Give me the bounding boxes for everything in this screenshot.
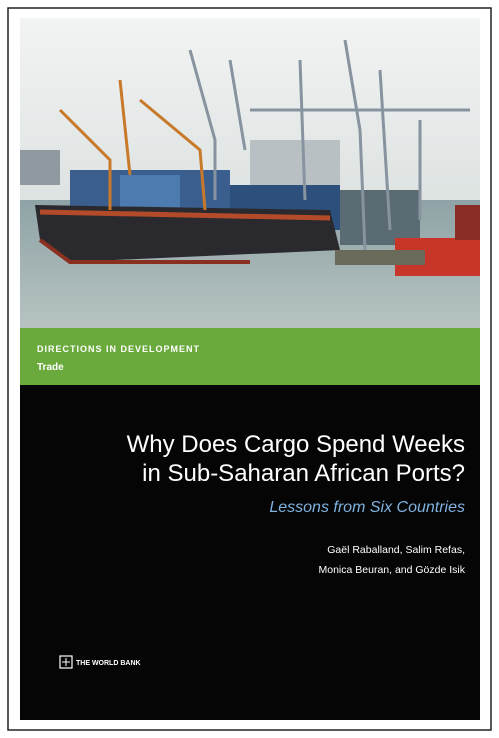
author-line: Gaël Raballand, Salim Refas, <box>327 544 465 556</box>
title-line: in Sub-Saharan African Ports? <box>142 460 465 487</box>
series-name: DIRECTIONS IN DEVELOPMENT <box>37 344 200 354</box>
title-line: Why Does Cargo Spend Weeks <box>127 431 465 458</box>
cover-photo <box>20 18 480 328</box>
series-band <box>20 328 480 385</box>
book-cover: DIRECTIONS IN DEVELOPMENT Trade Why Does… <box>0 0 499 738</box>
series-topic: Trade <box>37 362 64 373</box>
page: DIRECTIONS IN DEVELOPMENT Trade Why Does… <box>0 0 499 738</box>
author-line: Monica Beuran, and Gözde Isik <box>319 564 466 576</box>
publisher: THE WORLD BANK <box>76 660 141 667</box>
subtitle: Lessons from Six Countries <box>269 499 465 516</box>
